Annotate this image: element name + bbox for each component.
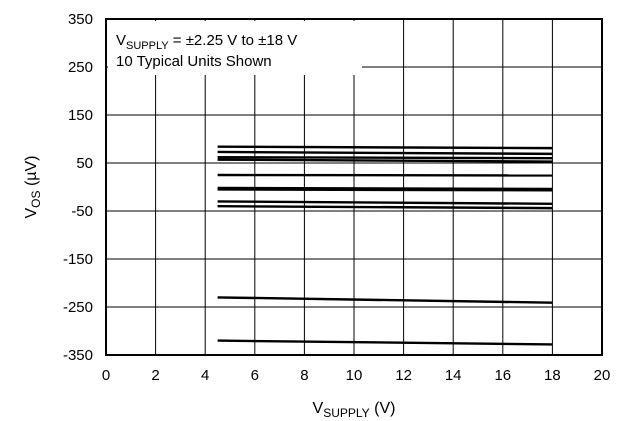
annotation-v: V bbox=[116, 32, 126, 49]
x-tick-label: 0 bbox=[102, 367, 110, 384]
series-line-unit-10 bbox=[217, 296, 553, 304]
y-tick-label: 350 bbox=[68, 11, 93, 28]
x-tick-label: 12 bbox=[395, 367, 412, 384]
y-tick-label: -350 bbox=[63, 347, 93, 364]
data-series bbox=[217, 145, 553, 346]
y-tick-label: 150 bbox=[68, 107, 93, 124]
series-line-unit-3 bbox=[217, 156, 553, 160]
annotation-range-text: = ±2.25 V to ±18 V bbox=[169, 32, 298, 49]
x-tick-label: 4 bbox=[201, 367, 209, 384]
y-axis-title: VOS (µV) bbox=[23, 155, 43, 218]
series-line-unit-2 bbox=[217, 150, 553, 156]
series-line-unit-6 bbox=[217, 186, 553, 191]
y-axis-title-main: V bbox=[23, 208, 40, 219]
annotation-units-shown: 10 Typical Units Shown bbox=[116, 53, 272, 70]
series-line-unit-1 bbox=[217, 145, 553, 150]
x-tick-label: 16 bbox=[494, 367, 511, 384]
plot-frame bbox=[105, 18, 603, 356]
y-axis-title-unit: (µV) bbox=[23, 155, 40, 190]
x-tick-label: 6 bbox=[251, 367, 259, 384]
x-tick-labels: 0 2 4 6 8 10 12 14 16 18 20 bbox=[102, 367, 611, 384]
x-axis-title-unit: (V) bbox=[370, 400, 396, 417]
grid-lines bbox=[106, 19, 602, 355]
x-tick-label: 14 bbox=[445, 367, 462, 384]
x-axis-title-main: V bbox=[313, 400, 324, 417]
x-tick-label: 8 bbox=[300, 367, 308, 384]
x-tick-label: 18 bbox=[544, 367, 561, 384]
annotation-background bbox=[108, 21, 362, 75]
series-line-unit-8 bbox=[217, 200, 553, 205]
annotation-supply-range: VSUPPLY = ±2.25 V to ±18 V bbox=[116, 32, 297, 52]
y-axis-title-subscript: OS bbox=[29, 190, 43, 207]
annotation-box: VSUPPLY = ±2.25 V to ±18 V 10 Typical Un… bbox=[108, 21, 362, 75]
annotation-v-subscript: SUPPLY bbox=[126, 40, 169, 52]
x-tick-label: 20 bbox=[594, 367, 611, 384]
y-tick-label: -50 bbox=[71, 203, 93, 220]
series-line-unit-7 bbox=[217, 188, 553, 192]
x-axis-title: VSUPPLY (V) bbox=[313, 400, 396, 420]
y-tick-labels: 350 250 150 50 -50 -150 -250 -350 bbox=[63, 11, 93, 364]
y-tick-label: -150 bbox=[63, 251, 93, 268]
y-tick-label: 50 bbox=[76, 155, 93, 172]
series-line-unit-11 bbox=[217, 339, 553, 346]
series-line-unit-4 bbox=[217, 158, 553, 163]
x-tick-label: 10 bbox=[346, 367, 363, 384]
series-line-unit-9 bbox=[217, 205, 553, 210]
y-tick-label: -250 bbox=[63, 299, 93, 316]
y-tick-label: 250 bbox=[68, 59, 93, 76]
x-tick-label: 2 bbox=[151, 367, 159, 384]
x-axis-title-subscript: SUPPLY bbox=[323, 406, 369, 420]
